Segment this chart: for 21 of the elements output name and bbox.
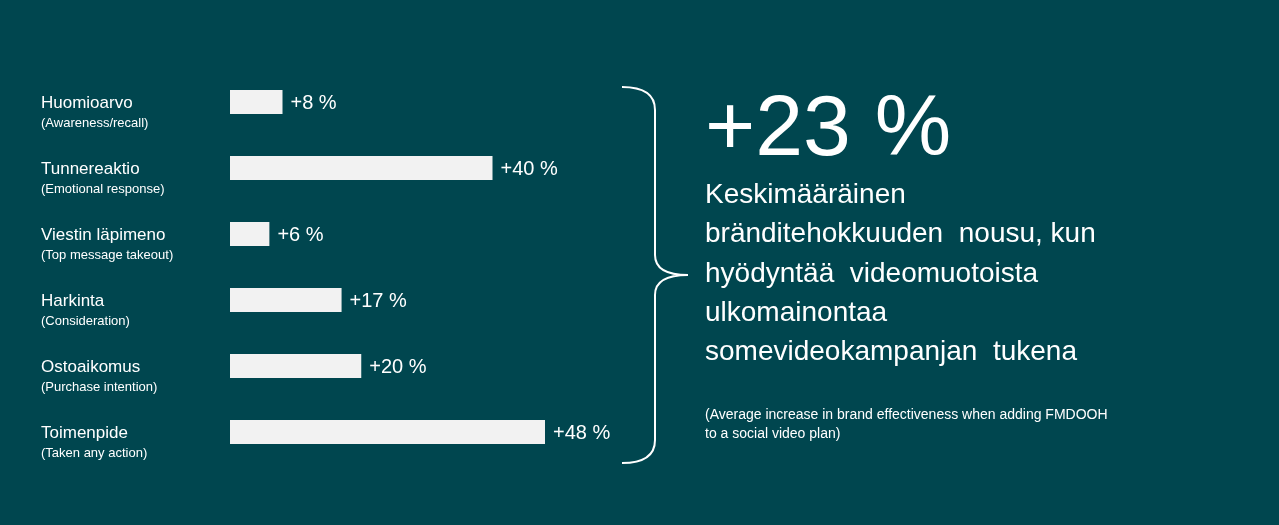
y-tick-label: Toimenpide (Taken any action) [41, 423, 148, 460]
y-tick-label: Ostoaikomus (Purchase intention) [41, 357, 158, 394]
y-tick-label: Harkinta (Consideration) [41, 291, 130, 328]
y-tick-label: Tunnereaktio (Emotional response) [41, 159, 165, 196]
data-label: +20 % [369, 355, 427, 377]
text: (Average increase in brand effectiveness when adding FMDOOH to a social video plan) [705, 406, 1108, 441]
data-label: +17 % [349, 289, 408, 311]
bar [230, 222, 270, 246]
bar [230, 90, 283, 114]
data-label: +6 % [277, 223, 324, 245]
y-tick-label: Viestin läpimeno (Top message takeout) [41, 225, 174, 262]
data-label: +48 % [553, 421, 611, 443]
data-label: +8 % [290, 91, 337, 113]
y-tick-label: Huomioarvo (Awareness/recall) [41, 93, 149, 130]
bar [230, 156, 493, 180]
text: +23 % [705, 77, 952, 173]
bar [230, 288, 342, 312]
bar [230, 354, 362, 378]
bar [230, 420, 545, 444]
data-label: +40 % [500, 157, 558, 179]
text: Keskimääräinen bränditehokkuuden nousu, kun hyödyntää videomuotoista ulkomainontaa somevideokampanjan tukena [705, 178, 1096, 367]
